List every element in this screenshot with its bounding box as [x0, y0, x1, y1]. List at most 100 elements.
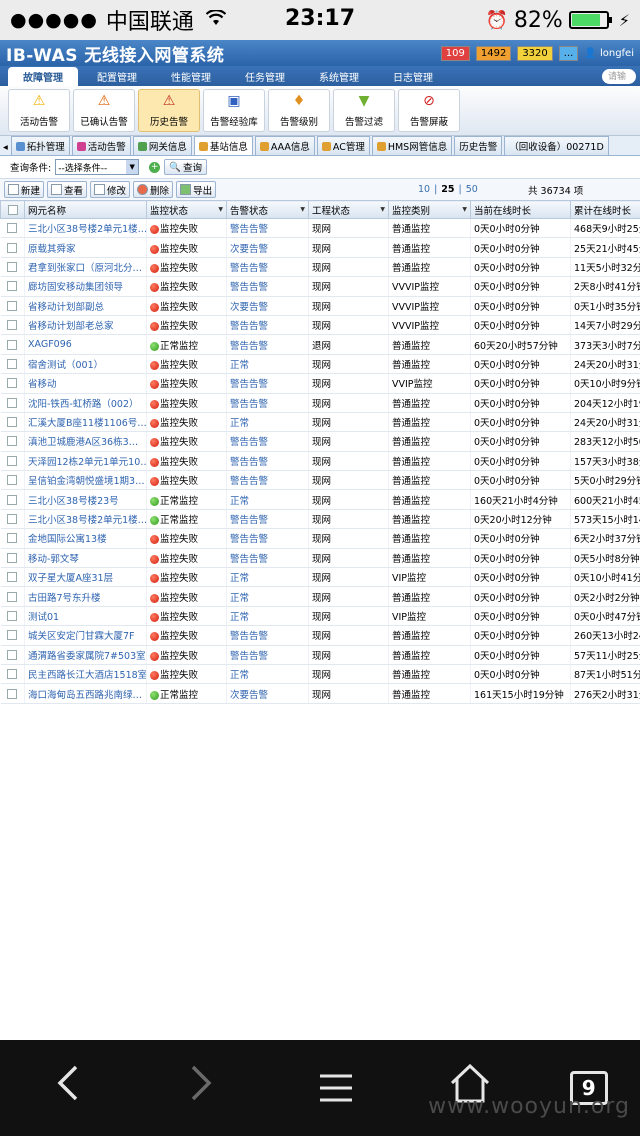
cell-name[interactable]: 省移动: [24, 373, 147, 394]
row-checkbox[interactable]: [0, 315, 25, 336]
table-row[interactable]: 宿舍测试（001）监控失败正常现网普通监控0天0小时0分钟24天20小时31分: [0, 354, 640, 375]
cell-alarm-status[interactable]: 警告告警: [226, 334, 309, 355]
table-row[interactable]: 移动-郭文琴 监控失败 警告告警 现网 普通监控 0天0小时0分钟 0天5小时8分钟: [0, 548, 640, 569]
history-alarm-button[interactable]: ⚠ 历史告警: [138, 89, 200, 132]
table-row[interactable]: 民主西路长江大酒店1518室 监控失败 正常 现网 普通监控 0天0小时0分钟 87天1小时…: [0, 664, 640, 685]
row-checkbox[interactable]: [0, 354, 25, 375]
row-checkbox[interactable]: [0, 567, 25, 588]
cell-alarm-status[interactable]: 警告告警: [226, 373, 309, 394]
table-row[interactable]: 汇溪大厦B座11楼1106号… 监控失败 正常 现网 普通监控 0天0小时0分钟 24天20…: [0, 412, 640, 433]
view-button[interactable]: 查看: [47, 181, 88, 198]
cell-name[interactable]: 省移动计划部老总家: [24, 315, 147, 336]
column-header-monitor-category[interactable]: 监控类别 ▼: [388, 200, 471, 219]
table-row[interactable]: 沈阳-铁西-虹桥路（002） 监控失败 警告告警 现网 普通监控 0天0小时0分钟 204天…: [0, 393, 640, 413]
table-row[interactable]: 省移动 监控失败 警告告警 现网 VVIP监控 0天0小时0分钟 0天10小时9分钟: [0, 373, 640, 394]
menu-system-management[interactable]: 系统管理: [319, 73, 359, 84]
menu-performance-management[interactable]: 性能管理: [171, 73, 211, 84]
row-checkbox[interactable]: [0, 393, 25, 413]
page-size-25[interactable]: 25: [441, 184, 455, 195]
table-row[interactable]: 君拿到张家口（原河北分… 监控失败 警告告警 现网 普通监控 0天0小时0分钟 11天5小时…: [0, 257, 640, 278]
tab-gateway-info[interactable]: 网关信息: [132, 136, 192, 155]
table-row[interactable]: 三北小区38号楼23号 正常监控 正常 现网 普通监控 160天21小时4分钟 600天21…: [0, 489, 640, 510]
menu-config-management[interactable]: 配置管理: [97, 73, 137, 84]
sort-dropdown-icon[interactable]: ▼: [300, 206, 305, 213]
column-header-current-online[interactable]: 当前在线时长: [470, 200, 571, 219]
table-row[interactable]: 省移动计划部老总家 监控失败 警告告警 现网 VVVIP监控 0天0小时0分钟 14天7小时…: [0, 315, 640, 336]
edit-button[interactable]: 修改: [90, 181, 131, 198]
table-row[interactable]: 双子星大厦A座31层 监控失败 正常 现网 VIP监控 0天0小时0分钟 0天10小时41分: [0, 567, 640, 588]
cell-alarm-status[interactable]: 警告告警: [226, 645, 309, 665]
cell-alarm-status[interactable]: 正常: [226, 586, 309, 607]
table-row[interactable]: 三北小区38号楼2单元1楼… 正常监控 警告告警 现网 普通监控 0天20小时12分钟 57…: [0, 509, 640, 530]
table-row[interactable]: 古田路7号东升楼 监控失败 正常 现网 普通监控 0天0小时0分钟 0天2小时2分钟: [0, 586, 640, 607]
column-header-alarm-status[interactable]: 告警状态 ▼: [226, 200, 309, 219]
cell-alarm-status[interactable]: 警告告警: [226, 276, 309, 297]
condition-select[interactable]: --选择条件-- ▼: [55, 159, 140, 175]
menu-task-management[interactable]: 任务管理: [245, 73, 285, 84]
tab-ac-management[interactable]: AC管理: [316, 136, 370, 155]
cell-name[interactable]: 双子星大厦A座31层: [24, 567, 147, 588]
cell-alarm-status[interactable]: 警告告警: [226, 509, 309, 530]
warning-alarm-count[interactable]: ...: [558, 45, 579, 61]
row-checkbox[interactable]: [0, 625, 25, 646]
cell-alarm-status[interactable]: 次要告警: [226, 296, 309, 316]
tab-active-alarm[interactable]: 活动告警: [71, 136, 131, 155]
tab-base-station-info[interactable]: 基站信息: [193, 136, 253, 155]
cell-name[interactable]: 君拿到张家口（原河北分…: [24, 257, 147, 278]
tab-aaa-info[interactable]: AAA信息: [254, 136, 315, 155]
cell-name[interactable]: 通渭路省委家属院7#503室: [24, 645, 147, 665]
row-checkbox[interactable]: [0, 334, 25, 355]
cell-alarm-status[interactable]: 正常: [226, 567, 309, 588]
row-checkbox[interactable]: [0, 373, 25, 394]
row-checkbox[interactable]: [0, 257, 25, 278]
table-row[interactable]: 省移动计划部副总 监控失败 次要告警 现网 VVVIP监控 0天0小时0分钟 0天1小时35…: [0, 296, 640, 316]
row-checkbox[interactable]: [0, 412, 25, 433]
cell-alarm-status[interactable]: 正常: [226, 606, 309, 627]
row-checkbox[interactable]: [0, 509, 25, 530]
tab-history-alarm[interactable]: 历史告警: [454, 136, 503, 155]
sort-dropdown-icon[interactable]: ▼: [218, 206, 223, 213]
cell-name[interactable]: 滇池卫城鹿港A区36栋3…: [24, 431, 147, 452]
table-row[interactable]: 通渭路省委家属院7#503室 监控失败 警告告警 现网 普通监控 0天0小时0分钟 57天1…: [0, 645, 640, 665]
table-row[interactable]: 海口海甸岛五西路兆南绿… 正常监控 次要告警 现网 普通监控 161天15小时19分钟 27…: [0, 683, 640, 704]
cell-alarm-status[interactable]: 警告告警: [226, 470, 309, 491]
column-header-project-status[interactable]: 工程状态 ▼: [308, 200, 389, 219]
table-row[interactable]: 呈信铂金湾朝悦盛境1期3… 监控失败 警告告警 现网 普通监控 0天0小时0分钟 5天0小时…: [0, 470, 640, 491]
cell-name[interactable]: 古田路7号东升楼: [24, 586, 147, 607]
cell-name[interactable]: 宿舍测试（001）: [24, 354, 147, 375]
row-checkbox[interactable]: [0, 664, 25, 685]
row-checkbox[interactable]: [0, 548, 25, 569]
delete-button[interactable]: 删除: [133, 181, 174, 198]
alarm-knowledge-base-button[interactable]: ▣ 告警经验库: [203, 89, 265, 132]
active-alarm-button[interactable]: ⚠ 活动告警: [8, 89, 70, 132]
cell-alarm-status[interactable]: 警告告警: [226, 451, 309, 472]
row-checkbox[interactable]: [0, 489, 25, 510]
cell-name[interactable]: 城关区安定门甘霖大厦7F: [24, 625, 147, 646]
major-alarm-count[interactable]: 1492: [475, 45, 512, 61]
column-header-total-online[interactable]: 累计在线时长: [570, 200, 640, 219]
cell-name[interactable]: 沈阳-铁西-虹桥路（002）: [24, 393, 147, 413]
table-row[interactable]: 城关区安定门甘霖大厦7F 监控失败 警告告警 现网 普通监控 0天0小时0分钟 260天13…: [0, 625, 640, 646]
menu-log-management[interactable]: 日志管理: [393, 73, 433, 84]
page-size-50[interactable]: 50: [465, 184, 478, 195]
alarm-filter-button[interactable]: ▼ 告警过滤: [333, 89, 395, 132]
minor-alarm-count[interactable]: 3320: [517, 45, 553, 61]
cell-alarm-status[interactable]: 警告告警: [226, 625, 309, 646]
cell-alarm-status[interactable]: 警告告警: [226, 431, 309, 452]
row-checkbox[interactable]: [0, 586, 25, 607]
select-all-checkbox[interactable]: [0, 200, 25, 219]
tabs-count-icon[interactable]: 9: [569, 1071, 608, 1105]
cell-alarm-status[interactable]: 警告告警: [226, 393, 309, 413]
menu-icon[interactable]: [301, 1063, 371, 1114]
row-checkbox[interactable]: [0, 645, 25, 665]
row-checkbox[interactable]: [0, 451, 25, 472]
cell-name[interactable]: 测试01: [24, 606, 147, 627]
query-button[interactable]: 🔍 查询: [164, 159, 208, 175]
cell-name[interactable]: 廊坊固安移动集团领导: [24, 276, 147, 297]
cell-name[interactable]: 三北小区38号楼2单元1楼…: [24, 509, 147, 530]
table-row[interactable]: 廊坊固安移动集团领导 监控失败 警告告警 现网 VVVIP监控 0天0小时0分钟 2天8小时…: [0, 276, 640, 297]
cell-name[interactable]: 三北小区38号楼23号: [24, 489, 147, 510]
cell-name[interactable]: 金地国际公寓13楼: [24, 528, 147, 549]
table-row[interactable]: 天泽园12栋2单元1单元10… 监控失败 警告告警 现网 普通监控 0天0小时0分钟 157…: [0, 451, 640, 472]
row-checkbox[interactable]: [0, 470, 25, 491]
